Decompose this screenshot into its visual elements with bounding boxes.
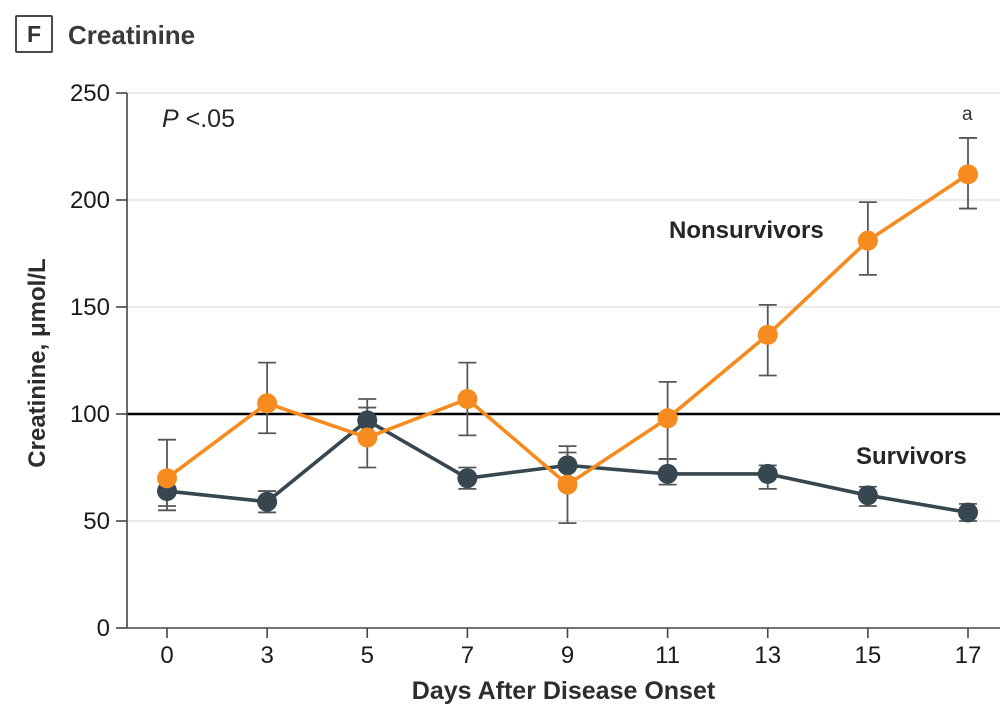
series-label-nonsurvivors: Nonsurvivors bbox=[669, 217, 824, 244]
x-axis-title: Days After Disease Onset bbox=[411, 677, 716, 705]
y-tick-label: 250 bbox=[70, 80, 110, 107]
data-point-survivors-day-15 bbox=[857, 485, 878, 506]
data-point-nonsurvivors-day-11 bbox=[657, 408, 678, 429]
data-point-nonsurvivors-day-17 bbox=[958, 164, 978, 185]
x-tick-label: 3 bbox=[260, 642, 273, 669]
y-tick-label: 200 bbox=[70, 187, 110, 214]
y-tick-label: 50 bbox=[83, 508, 110, 535]
data-point-survivors-day-7 bbox=[457, 468, 478, 489]
x-tick-label: 7 bbox=[461, 642, 474, 669]
y-tick-label: 150 bbox=[70, 294, 110, 321]
data-point-survivors-day-9 bbox=[557, 455, 578, 476]
x-tick-label: 9 bbox=[561, 642, 574, 669]
y-tick-label: 0 bbox=[97, 615, 110, 642]
data-point-nonsurvivors-day-0 bbox=[157, 468, 177, 489]
data-point-nonsurvivors-day-3 bbox=[257, 393, 278, 414]
data-point-nonsurvivors-day-5 bbox=[357, 427, 378, 448]
data-point-nonsurvivors-day-13 bbox=[757, 324, 778, 345]
panel-letter: F bbox=[26, 20, 42, 47]
data-point-nonsurvivors-day-7 bbox=[457, 389, 478, 410]
x-tick-label: 11 bbox=[655, 642, 680, 669]
x-tick-label: 5 bbox=[361, 642, 374, 669]
x-tick-label: 17 bbox=[955, 642, 982, 669]
data-point-survivors-day-5 bbox=[357, 410, 378, 431]
data-point-nonsurvivors-day-9 bbox=[557, 474, 578, 495]
panel-letter-box: F bbox=[15, 15, 53, 53]
data-point-survivors-day-17 bbox=[958, 502, 978, 523]
y-axis-title: Creatinine, μmol/L bbox=[24, 258, 51, 468]
x-tick-label: 0 bbox=[160, 642, 173, 669]
series-line-nonsurvivors bbox=[165, 172, 970, 487]
p-value-prefix: P bbox=[162, 105, 179, 133]
data-point-survivors-day-13 bbox=[757, 463, 778, 484]
data-point-survivors-day-3 bbox=[257, 491, 278, 512]
series-label-survivors: Survivors bbox=[856, 443, 967, 470]
data-point-survivors-day-11 bbox=[657, 463, 678, 484]
data-point-nonsurvivors-day-15 bbox=[857, 230, 878, 251]
x-tick-label: 13 bbox=[754, 642, 781, 669]
p-value-annotation: P <.05 bbox=[162, 105, 235, 134]
x-tick-label: 15 bbox=[855, 642, 882, 669]
panel-title: Creatinine bbox=[68, 20, 196, 50]
p-value-text: <.05 bbox=[178, 105, 235, 133]
y-tick-label: 100 bbox=[70, 401, 110, 428]
footnote-marker-a: a bbox=[962, 104, 973, 125]
